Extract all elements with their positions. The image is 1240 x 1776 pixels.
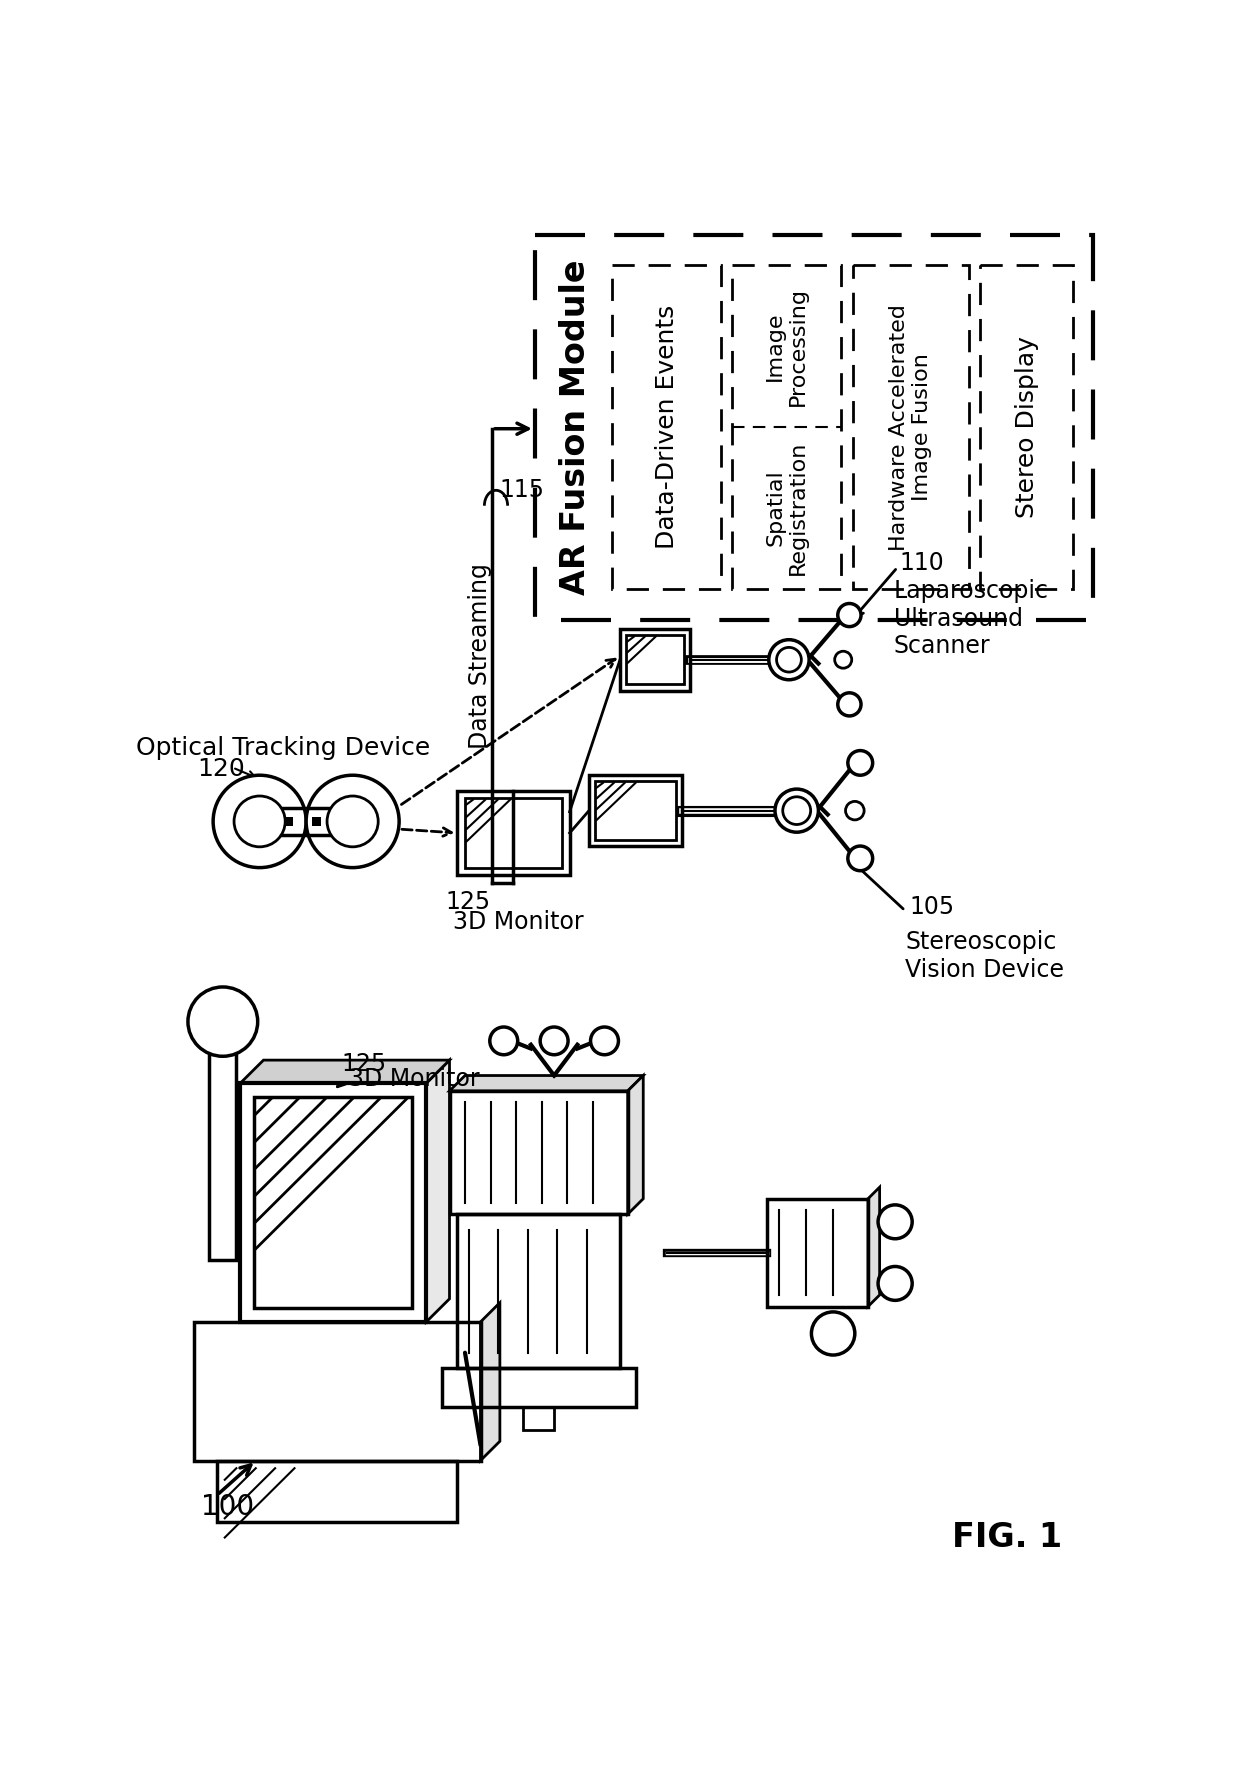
Bar: [523, 1407, 554, 1430]
Circle shape: [769, 639, 808, 680]
Circle shape: [782, 797, 811, 824]
Circle shape: [846, 801, 864, 821]
Text: 125: 125: [341, 1051, 386, 1076]
Bar: [613, 265, 720, 590]
Circle shape: [188, 987, 258, 1057]
Bar: [241, 1083, 427, 1321]
Text: Image
Processing: Image Processing: [765, 288, 808, 407]
Bar: [589, 774, 682, 845]
Circle shape: [848, 751, 873, 774]
Text: Data-Driven Events: Data-Driven Events: [655, 305, 678, 549]
Bar: [620, 629, 689, 691]
Polygon shape: [868, 1186, 879, 1307]
Circle shape: [306, 774, 399, 868]
Text: 3D Monitor: 3D Monitor: [348, 1067, 480, 1092]
Text: Laparoscopic
Ultrasound
Scanner: Laparoscopic Ultrasound Scanner: [894, 579, 1049, 659]
Text: 110: 110: [899, 552, 944, 575]
Text: 115: 115: [500, 478, 544, 503]
Bar: [217, 1460, 458, 1522]
Text: Stereo Display: Stereo Display: [1014, 336, 1039, 519]
Polygon shape: [449, 1076, 644, 1090]
Bar: [449, 1090, 627, 1215]
Text: 125: 125: [445, 890, 491, 915]
Text: Data Streaming: Data Streaming: [469, 563, 492, 749]
Circle shape: [776, 648, 801, 671]
Text: AR Fusion Module: AR Fusion Module: [558, 259, 591, 595]
Bar: [441, 1368, 635, 1407]
Text: 100: 100: [201, 1492, 254, 1520]
Bar: [193, 1321, 481, 1460]
Bar: [312, 817, 321, 826]
Bar: [768, 1199, 868, 1307]
Text: Optical Tracking Device: Optical Tracking Device: [135, 737, 430, 760]
Text: 120: 120: [197, 757, 244, 781]
Bar: [853, 265, 968, 590]
Text: 105: 105: [909, 895, 955, 918]
Circle shape: [327, 796, 378, 847]
Circle shape: [775, 789, 818, 833]
Polygon shape: [627, 1076, 644, 1215]
Text: Hardware Accelerated
Image Fusion: Hardware Accelerated Image Fusion: [889, 304, 932, 551]
Bar: [254, 1098, 412, 1309]
Bar: [259, 808, 352, 835]
Circle shape: [848, 845, 873, 870]
Circle shape: [811, 1312, 854, 1355]
Circle shape: [234, 796, 285, 847]
Polygon shape: [241, 1060, 449, 1083]
Circle shape: [490, 1027, 518, 1055]
Text: Spatial
Registration: Spatial Registration: [765, 440, 808, 575]
Text: FIG. 1: FIG. 1: [952, 1520, 1063, 1554]
Bar: [534, 234, 1092, 620]
Circle shape: [878, 1266, 913, 1300]
Bar: [285, 817, 294, 826]
Bar: [981, 265, 1074, 590]
Circle shape: [838, 693, 861, 716]
Bar: [595, 781, 676, 840]
Circle shape: [590, 1027, 619, 1055]
Bar: [626, 636, 683, 684]
Polygon shape: [481, 1302, 500, 1460]
Bar: [458, 1215, 620, 1368]
Bar: [465, 799, 562, 868]
Circle shape: [878, 1204, 913, 1240]
Circle shape: [213, 774, 306, 868]
Circle shape: [835, 652, 852, 668]
Circle shape: [838, 604, 861, 627]
Text: Stereoscopic
Vision Device: Stereoscopic Vision Device: [905, 931, 1064, 982]
Text: 3D Monitor: 3D Monitor: [454, 909, 584, 934]
Polygon shape: [427, 1060, 449, 1321]
Bar: [458, 790, 569, 876]
Bar: [210, 1044, 237, 1261]
Circle shape: [541, 1027, 568, 1055]
Bar: [733, 265, 841, 590]
